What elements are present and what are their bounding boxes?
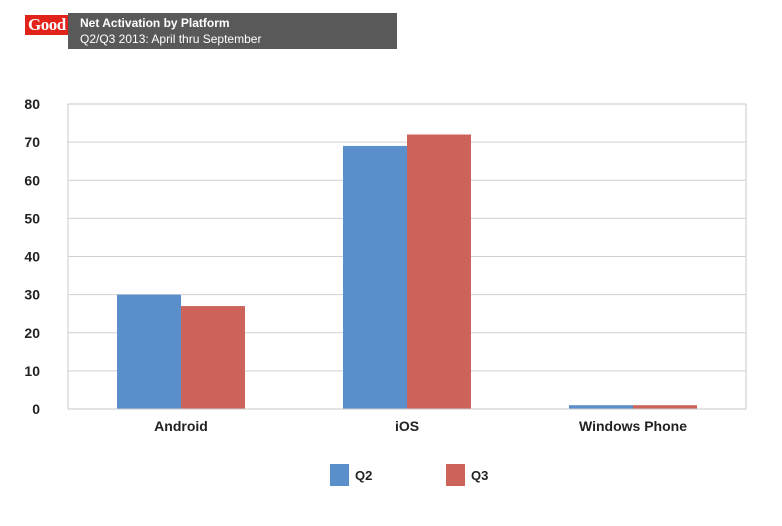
legend-label-q3: Q3 [471,468,488,483]
legend-swatch-q2 [330,464,349,486]
bar-q2-android [117,295,181,409]
y-tick-label: 30 [24,287,40,303]
y-tick-label: 50 [24,210,40,226]
bar-q2-ios [343,146,407,409]
legend-label-q2: Q2 [355,468,372,483]
y-tick-label: 40 [24,249,40,265]
y-tick-label: 60 [24,172,40,188]
y-tick-label: 0 [32,401,40,417]
bar-q2-windows-phone [569,405,633,409]
y-tick-label: 20 [24,325,40,341]
x-category-label: Windows Phone [579,418,687,434]
y-tick-label: 70 [24,134,40,150]
bar-q3-windows-phone [633,405,697,409]
x-category-label: iOS [395,418,419,434]
y-tick-label: 10 [24,363,40,379]
bar-q3-ios [407,135,471,410]
x-category-label: Android [154,418,208,434]
y-tick-label: 80 [24,96,40,112]
bar-q3-android [181,306,245,409]
legend-swatch-q3 [446,464,465,486]
